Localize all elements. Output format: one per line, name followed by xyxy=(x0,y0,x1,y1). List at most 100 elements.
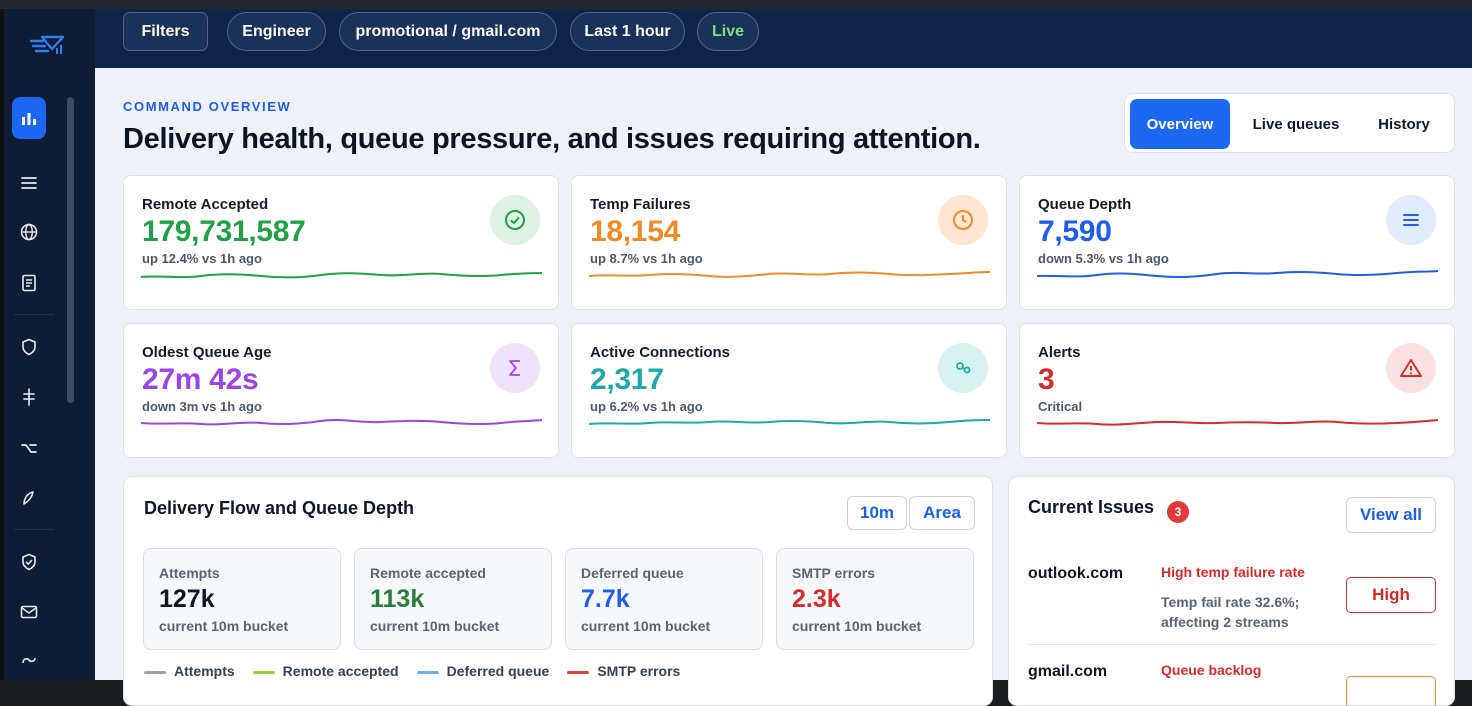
filters-button[interactable]: Filters xyxy=(123,12,208,51)
nav-dashboard[interactable] xyxy=(12,97,46,139)
tab-live-queues[interactable]: Live queues xyxy=(1252,115,1340,133)
branch-icon xyxy=(21,444,37,453)
kpi-card-active-connections[interactable]: Active Connections 2,317 up 6.2% vs 1h a… xyxy=(571,323,1007,458)
sigma-icon xyxy=(490,343,540,393)
nav-logs[interactable] xyxy=(18,272,40,294)
stat-smtp-errors: SMTP errors 2.3k current 10m bucket xyxy=(776,548,974,650)
nav-list[interactable] xyxy=(18,172,40,194)
row-divider xyxy=(1028,644,1436,645)
legend-item-smtp-errors[interactable]: SMTP errors xyxy=(567,663,680,679)
legend-item-attempts[interactable]: Attempts xyxy=(144,663,235,679)
nav-reputation[interactable] xyxy=(18,487,40,509)
kpi-sparkline xyxy=(589,271,990,278)
kpi-sparkline xyxy=(1037,419,1438,426)
feather-icon xyxy=(23,491,34,505)
kpi-card-temp-failures[interactable]: Temp Failures 18,154 up 8.7% vs 1h ago xyxy=(571,175,1007,310)
stat-sub: current 10m bucket xyxy=(370,618,500,634)
split-icon xyxy=(23,388,35,406)
live-toggle-chip[interactable]: Live xyxy=(697,12,759,51)
mail-icon xyxy=(20,605,38,619)
stat-label: SMTP errors xyxy=(792,565,875,581)
stat-sub: current 10m bucket xyxy=(159,618,289,634)
kpi-label: Temp Failures xyxy=(590,196,691,213)
severity-badge[interactable]: High xyxy=(1346,577,1436,613)
kpi-delta: down 3m vs 1h ago xyxy=(142,399,262,414)
nav-more[interactable] xyxy=(18,649,40,671)
role-filter-chip[interactable]: Engineer xyxy=(227,12,326,51)
kpi-label: Oldest Queue Age xyxy=(142,344,272,361)
kpi-card-alerts[interactable]: Alerts 3 Critical xyxy=(1019,323,1455,458)
legend-item-deferred-queue[interactable]: Deferred queue xyxy=(416,663,549,679)
nav-mail[interactable] xyxy=(18,601,40,623)
kpi-label: Alerts xyxy=(1038,344,1081,361)
area-mode-button[interactable]: Area xyxy=(909,496,975,530)
clock-icon xyxy=(938,195,988,245)
main-content: COMMAND OVERVIEW Delivery health, queue … xyxy=(95,68,1472,706)
nav-verified[interactable] xyxy=(18,551,40,573)
tab-history[interactable]: History xyxy=(1378,115,1430,133)
stat-value: 7.7k xyxy=(581,585,630,613)
stat-attempts: Attempts 127k current 10m bucket xyxy=(143,548,341,650)
kpi-value: 179,731,587 xyxy=(142,215,306,248)
kpi-delta: Critical xyxy=(1038,399,1083,414)
kpi-value: 27m 42s xyxy=(142,363,259,396)
sidebar-divider xyxy=(14,314,54,315)
kpi-card-remote-accepted[interactable]: Remote Accepted 179,731,587 up 12.4% vs … xyxy=(123,175,559,310)
issue-domain: outlook.com xyxy=(1028,565,1124,582)
stream-filter-chip[interactable]: promotional / gmail.com xyxy=(339,12,557,51)
stat-remote-accepted: Remote accepted 113k current 10m bucket xyxy=(354,548,552,650)
kpi-value: 18,154 xyxy=(590,215,680,248)
filter-bar: Filters Engineer promotional / gmail.com… xyxy=(95,9,1472,68)
tab-overview[interactable]: Overview xyxy=(1130,99,1230,149)
panel-title: Current Issues xyxy=(1028,497,1155,517)
shield-check-icon xyxy=(22,553,36,571)
interval-10m-button[interactable]: 10m xyxy=(847,496,907,530)
kpi-sparkline xyxy=(1037,270,1438,279)
kpi-delta: up 8.7% vs 1h ago xyxy=(590,251,703,266)
nav-routing[interactable] xyxy=(18,386,40,408)
time-range-chip[interactable]: Last 1 hour xyxy=(570,12,685,51)
kpi-delta: up 6.2% vs 1h ago xyxy=(590,399,703,414)
kpi-label: Active Connections xyxy=(590,344,731,361)
nav-flows[interactable] xyxy=(18,437,40,459)
issue-description: Temp fail rate 32.6%; affecting 2 stream… xyxy=(1161,594,1300,630)
window-top-strip xyxy=(0,0,1472,9)
check-circle-icon xyxy=(490,195,540,245)
view-all-button[interactable]: View all xyxy=(1346,497,1436,533)
stat-value: 113k xyxy=(370,585,425,613)
kpi-value: 2,317 xyxy=(590,363,664,396)
stat-sub: current 10m bucket xyxy=(792,618,922,634)
stat-value: 2.3k xyxy=(792,585,841,613)
view-tabs: Overview Live queues History xyxy=(1124,93,1455,153)
legend-item-remote-accepted[interactable]: Remote accepted xyxy=(252,663,399,679)
list-icon xyxy=(1386,195,1436,245)
sidebar-divider xyxy=(14,529,54,530)
link-icon xyxy=(938,343,988,393)
issue-title: High temp failure rate xyxy=(1161,564,1305,580)
menu-icon xyxy=(21,177,37,189)
severity-badge[interactable] xyxy=(1346,676,1436,706)
chart-legend: Attempts Remote accepted Deferred queue … xyxy=(144,663,680,679)
kpi-sparkline xyxy=(589,419,990,425)
page-title: Delivery health, queue pressure, and iss… xyxy=(123,123,981,155)
sidebar-scrollbar[interactable] xyxy=(67,97,74,403)
infinity-icon xyxy=(22,657,36,664)
kpi-label: Remote Accepted xyxy=(142,196,269,213)
logo-icon xyxy=(30,35,65,54)
bar-chart-icon xyxy=(22,113,36,125)
nav-domains[interactable] xyxy=(18,221,40,243)
kpi-label: Queue Depth xyxy=(1038,196,1132,213)
document-icon xyxy=(22,274,36,292)
sidebar xyxy=(4,9,95,680)
warning-icon xyxy=(1386,343,1436,393)
globe-icon xyxy=(20,223,38,241)
kpi-card-queue-depth[interactable]: Queue Depth 7,590 down 5.3% vs 1h ago xyxy=(1019,175,1455,310)
issue-title: Queue backlog xyxy=(1161,662,1262,678)
kpi-value: 3 xyxy=(1038,363,1055,396)
kpi-sparkline xyxy=(141,419,542,426)
nav-security[interactable] xyxy=(18,336,40,358)
kpi-delta: down 5.3% vs 1h ago xyxy=(1038,251,1169,266)
issue-count-badge: 3 xyxy=(1167,501,1189,523)
kpi-card-oldest-queue-age[interactable]: Oldest Queue Age 27m 42s down 3m vs 1h a… xyxy=(123,323,559,458)
kpi-value: 7,590 xyxy=(1038,215,1112,248)
